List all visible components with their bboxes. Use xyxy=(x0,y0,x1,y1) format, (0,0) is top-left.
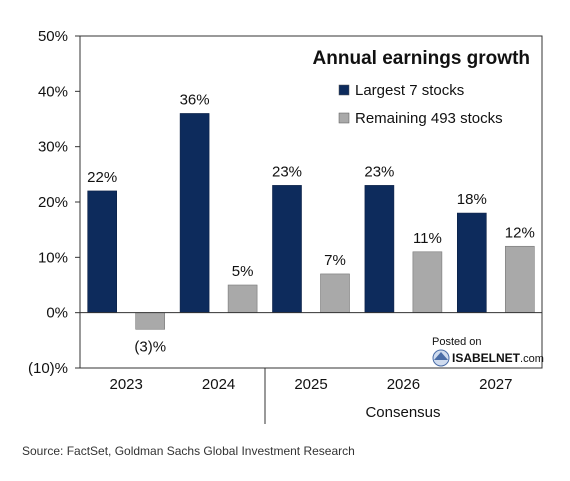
legend: Largest 7 stocks Remaining 493 stocks xyxy=(338,82,503,127)
data-label: (3)% xyxy=(134,338,166,355)
bar-largest-7-2027 xyxy=(456,212,487,313)
watermark-posted-on: Posted on xyxy=(432,336,482,348)
legend-label-largest-7: Largest 7 stocks xyxy=(355,82,464,99)
data-label: 22% xyxy=(87,169,117,186)
y-tick-label: 50% xyxy=(38,28,68,45)
x-category-label: 2024 xyxy=(202,376,235,393)
consensus-label: Consensus xyxy=(365,404,440,421)
data-labels-group: 22% (3)% 36% 5% 23% 7% 23% 11% 18% 12% xyxy=(87,91,535,355)
bar-remaining-493-2026 xyxy=(412,251,443,313)
x-category-label: 2027 xyxy=(479,376,512,393)
y-tick-label: 20% xyxy=(38,194,68,211)
y-axis-ticks: 50% 40% 30% 20% 10% 0% (10)% xyxy=(28,28,80,377)
bars-group xyxy=(87,113,535,330)
data-label: 23% xyxy=(364,163,394,180)
bar-largest-7-2025 xyxy=(272,185,302,313)
data-label: 11% xyxy=(413,230,442,247)
y-tick-label: 30% xyxy=(38,139,68,156)
bar-remaining-493-2027 xyxy=(504,245,535,313)
y-tick-label: 0% xyxy=(46,305,68,322)
data-label: 18% xyxy=(457,191,487,208)
x-category-label: 2023 xyxy=(110,376,143,393)
data-label: 7% xyxy=(324,252,346,269)
data-label: 36% xyxy=(180,91,210,108)
bar-remaining-493-2025 xyxy=(320,273,350,313)
legend-swatch-largest-7 xyxy=(338,84,350,96)
bar-largest-7-2026 xyxy=(364,185,395,313)
bar-remaining-493-2024 xyxy=(227,284,258,313)
chart-title: Annual earnings growth xyxy=(313,48,530,69)
x-category-label: 2026 xyxy=(387,376,420,393)
watermark-brand: ISABELNET.com xyxy=(452,351,544,365)
legend-label-remaining-493: Remaining 493 stocks xyxy=(355,110,503,127)
source-note: Source: FactSet, Goldman Sachs Global In… xyxy=(22,444,355,458)
bar-remaining-493-2023 xyxy=(135,312,165,330)
isabelnet-watermark: Posted on ISABELNET.com xyxy=(432,336,544,367)
x-axis-categories: 2023 2024 2025 2026 2027 xyxy=(110,376,513,393)
y-tick-label: (10)% xyxy=(28,360,68,377)
bar-largest-7-2024 xyxy=(179,113,210,313)
isabelnet-logo-icon xyxy=(432,349,450,367)
data-label: 5% xyxy=(232,263,254,280)
bar-largest-7-2023 xyxy=(87,190,117,313)
y-tick-label: 40% xyxy=(38,83,68,100)
legend-swatch-remaining-493 xyxy=(338,112,350,124)
x-category-label: 2025 xyxy=(294,376,327,393)
y-tick-label: 10% xyxy=(38,249,68,266)
data-label: 12% xyxy=(505,224,535,241)
data-label: 23% xyxy=(272,163,302,180)
